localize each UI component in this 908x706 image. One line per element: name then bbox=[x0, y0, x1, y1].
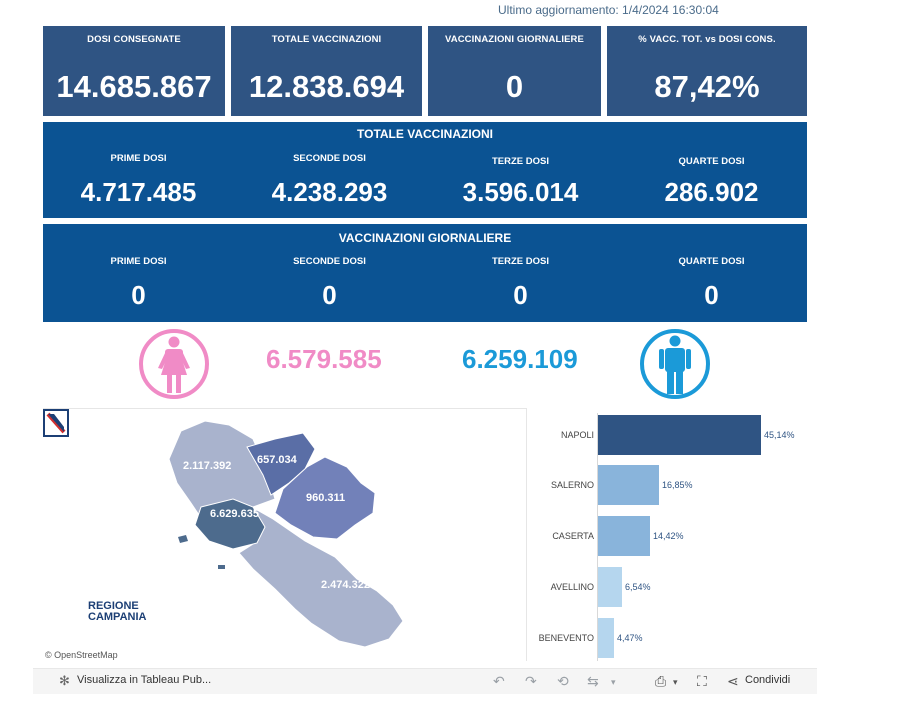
bar-napoli[interactable] bbox=[598, 415, 761, 455]
tableau-toolbar: ✻ Visualizza in Tableau Pub... ↶ ↷ ⟲ ⇆ ▾… bbox=[33, 668, 817, 694]
kpi-value: 12.838.694 bbox=[248, 69, 405, 104]
province-napoli bbox=[194, 498, 266, 550]
dose-value: 0 bbox=[704, 280, 719, 310]
map-label-avellino: 960.311 bbox=[306, 492, 346, 504]
kpi-label: % VACC. TOT. vs DOSI CONS. bbox=[638, 34, 776, 45]
bar-avellino[interactable] bbox=[598, 567, 622, 607]
total-first-doses: PRIME DOSI 4.717.485 bbox=[43, 153, 234, 206]
bar-value-label: 45,14% bbox=[764, 430, 795, 440]
bar-value-label: 14,42% bbox=[653, 531, 684, 541]
daily-first-doses: PRIME DOSI 0 bbox=[43, 256, 234, 309]
kpi-daily-vaccinations: VACCINAZIONI GIORNALIERE 0 bbox=[428, 26, 601, 116]
map-label-salerno: 2.474.322 bbox=[321, 579, 370, 591]
dose-label: TERZE DOSI bbox=[491, 256, 549, 267]
dose-label: TERZE DOSI bbox=[491, 156, 549, 167]
female-vaccinations-value: 6.579.585 bbox=[266, 344, 382, 374]
panel-title: VACCINAZIONI GIORNALIERE bbox=[338, 231, 512, 245]
kpi-label: DOSI CONSEGNATE bbox=[87, 34, 181, 45]
dose-label: QUARTE DOSI bbox=[678, 256, 745, 267]
bar-category-label: NAPOLI bbox=[560, 430, 594, 440]
bar-row-caserta[interactable]: CASERTA 14,42% bbox=[527, 516, 808, 556]
bar-category-label: SALERNO bbox=[550, 480, 594, 490]
bar-salerno[interactable] bbox=[598, 465, 659, 505]
logo-text: REGIONE CAMPANIA bbox=[88, 601, 146, 623]
kpi-vaccination-ratio: % VACC. TOT. vs DOSI CONS. 87,42% bbox=[607, 26, 807, 116]
total-third-doses: TERZE DOSI 3.596.014 bbox=[425, 156, 616, 206]
dose-value: 0 bbox=[513, 280, 528, 310]
openstreetmap-attribution[interactable]: © OpenStreetMap bbox=[45, 650, 118, 660]
dose-label: PRIME DOSI bbox=[110, 153, 167, 164]
dose-value: 286.902 bbox=[664, 177, 759, 207]
female-icon bbox=[139, 329, 209, 399]
bar-value-label: 16,85% bbox=[662, 480, 693, 490]
bar-row-napoli[interactable]: NAPOLI 45,14% bbox=[527, 415, 808, 455]
fullscreen-icon[interactable]: ⛶ bbox=[697, 673, 707, 689]
panel-title: TOTALE VACCINAZIONI bbox=[357, 127, 493, 141]
island-ischia bbox=[178, 535, 188, 543]
dose-value: 0 bbox=[131, 280, 146, 310]
kpi-total-vaccinations: TOTALE VACCINAZIONI 12.838.694 bbox=[231, 26, 422, 116]
redo-icon[interactable]: ↷ bbox=[525, 673, 537, 689]
bar-row-benevento[interactable]: BENEVENTO 4,47% bbox=[527, 618, 808, 658]
view-in-tableau-link[interactable]: Visualizza in Tableau Pub... bbox=[77, 674, 212, 686]
daily-vaccinations-panel: VACCINAZIONI GIORNALIERE PRIME DOSI 0 SE… bbox=[43, 224, 807, 322]
refresh-icon[interactable]: ⇆ bbox=[587, 673, 599, 689]
bar-category-label: BENEVENTO bbox=[538, 633, 594, 643]
bar-row-avellino[interactable]: AVELLINO 6,54% bbox=[527, 567, 808, 607]
dose-value: 4.238.293 bbox=[271, 177, 388, 207]
bar-category-label: AVELLINO bbox=[550, 582, 594, 592]
kpi-label: TOTALE VACCINAZIONI bbox=[271, 34, 382, 45]
province-avellino bbox=[274, 456, 376, 540]
bar-benevento[interactable] bbox=[598, 618, 614, 658]
download-icon[interactable]: ⎙ bbox=[655, 673, 667, 689]
campania-map[interactable]: 2.117.392 657.034 960.311 6.629.635 2.47… bbox=[43, 408, 527, 661]
kpi-label: VACCINAZIONI GIORNALIERE bbox=[445, 34, 584, 45]
dose-label: QUARTE DOSI bbox=[678, 156, 745, 167]
map-label-benevento: 657.034 bbox=[257, 454, 297, 466]
logo-line-2: CAMPANIA bbox=[88, 611, 147, 623]
dose-label: SECONDE DOSI bbox=[293, 153, 366, 164]
kpi-value: 0 bbox=[505, 69, 524, 104]
bar-value-label: 6,54% bbox=[625, 582, 651, 592]
total-fourth-doses: QUARTE DOSI 286.902 bbox=[616, 156, 807, 206]
daily-third-doses: TERZE DOSI 0 bbox=[425, 256, 616, 309]
bar-row-salerno[interactable]: SALERNO 16,85% bbox=[527, 465, 808, 505]
kpi-doses-delivered: DOSI CONSEGNATE 14.685.867 bbox=[43, 26, 225, 116]
dose-label: SECONDE DOSI bbox=[293, 256, 366, 267]
male-vaccinations-value: 6.259.109 bbox=[462, 344, 578, 374]
total-vaccinations-panel: TOTALE VACCINAZIONI PRIME DOSI 4.717.485… bbox=[43, 122, 807, 218]
map-label-caserta: 2.117.392 bbox=[183, 460, 232, 472]
dose-label: PRIME DOSI bbox=[110, 256, 167, 267]
province-bar-chart: NAPOLI 45,14% SALERNO 16,85% CASERTA 14,42% AV… bbox=[527, 408, 808, 661]
dose-value: 3.596.014 bbox=[462, 177, 579, 207]
male-icon bbox=[640, 329, 710, 399]
dose-value: 0 bbox=[322, 280, 337, 310]
daily-fourth-doses: QUARTE DOSI 0 bbox=[616, 256, 807, 309]
bar-category-label: CASERTA bbox=[552, 531, 594, 541]
share-icon[interactable]: ⋖ bbox=[727, 673, 739, 689]
chevron-down-icon[interactable]: ▾ bbox=[611, 677, 616, 687]
map-label-napoli: 6.629.635 bbox=[210, 508, 259, 520]
dose-value: 4.717.485 bbox=[80, 177, 197, 207]
regione-campania-logo bbox=[43, 409, 69, 437]
province-salerno bbox=[236, 497, 404, 648]
island-capri bbox=[218, 565, 225, 569]
bar-caserta[interactable] bbox=[598, 516, 650, 556]
daily-second-doses: SECONDE DOSI 0 bbox=[234, 256, 425, 309]
undo-icon[interactable]: ↶ bbox=[493, 673, 505, 689]
share-button[interactable]: Condividi bbox=[745, 674, 791, 686]
chart-axis bbox=[597, 413, 598, 661]
download-chevron-icon[interactable]: ▾ bbox=[673, 677, 678, 687]
kpi-value: 87,42% bbox=[654, 69, 760, 104]
total-second-doses: SECONDE DOSI 4.238.293 bbox=[234, 153, 425, 206]
bar-value-label: 4,47% bbox=[617, 633, 643, 643]
revert-icon[interactable]: ⟲ bbox=[557, 673, 569, 689]
tableau-icon: ✻ bbox=[59, 673, 70, 688]
kpi-value: 14.685.867 bbox=[56, 69, 212, 104]
last-updated-text: Ultimo aggiornamento: 1/4/2024 16:30:04 bbox=[498, 3, 719, 17]
logo-line-1: REGIONE bbox=[88, 600, 139, 612]
